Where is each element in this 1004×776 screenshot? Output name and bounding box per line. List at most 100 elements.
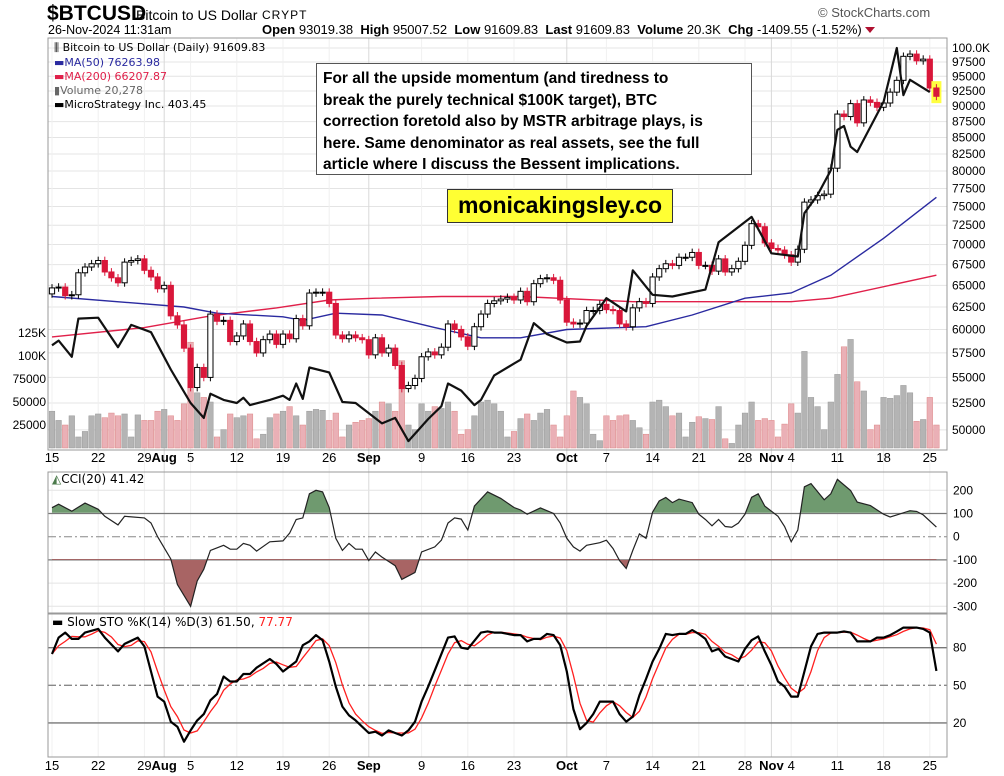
date-tick-label: 25 bbox=[923, 758, 937, 773]
volume-bar bbox=[55, 420, 62, 449]
low-value: 91609.83 bbox=[483, 22, 539, 37]
date-tick-label: 22 bbox=[91, 758, 105, 773]
cci-icon: ◭ bbox=[52, 472, 62, 486]
price-tick-label: 50000 bbox=[952, 423, 986, 437]
volume-bar bbox=[510, 431, 518, 449]
volume-bar bbox=[279, 410, 287, 449]
candle-body bbox=[345, 334, 353, 340]
price-tick-label: 57500 bbox=[952, 346, 986, 360]
volume-bar bbox=[101, 417, 108, 449]
volume-bar bbox=[339, 436, 346, 449]
candle-body bbox=[887, 91, 894, 104]
volume-label: Volume bbox=[637, 22, 684, 37]
volume-bar bbox=[623, 414, 630, 449]
sto-panel bbox=[48, 626, 947, 743]
candle-body bbox=[332, 302, 339, 336]
price-tick-label: 80000 bbox=[952, 164, 986, 178]
volume-bar bbox=[161, 409, 168, 449]
candle-body bbox=[253, 341, 260, 354]
volume-bar bbox=[451, 410, 458, 449]
candle-body bbox=[722, 258, 729, 273]
candle-body bbox=[873, 101, 881, 108]
candle-body bbox=[497, 298, 504, 302]
volume-bar bbox=[352, 421, 359, 449]
date-tick-label: 12 bbox=[230, 450, 244, 465]
price-tick-label: 92500 bbox=[952, 84, 986, 98]
date-tick-label: 5 bbox=[187, 758, 194, 773]
date-tick-label: 5 bbox=[187, 450, 194, 465]
candle-body bbox=[570, 321, 577, 325]
volume-bar bbox=[286, 406, 293, 449]
sto-tick-label: 20 bbox=[953, 716, 967, 730]
volume-bar bbox=[642, 433, 650, 449]
date-tick-label: 12 bbox=[230, 758, 244, 773]
candle-body bbox=[227, 319, 234, 343]
candle-body bbox=[121, 261, 128, 284]
annotation-line: article where I discuss the Bessent impl… bbox=[323, 156, 680, 173]
volume-bar bbox=[893, 395, 900, 449]
candle-icon: ⫼ bbox=[54, 41, 63, 54]
volume-bar bbox=[88, 415, 95, 449]
candle-body bbox=[75, 272, 82, 296]
volume-bar bbox=[682, 436, 689, 449]
symbol-name: Bitcoin to US Dollar bbox=[136, 7, 258, 23]
candle-body bbox=[649, 276, 656, 304]
candle-body bbox=[840, 113, 848, 118]
candle-body bbox=[114, 277, 122, 284]
volume-bar bbox=[266, 417, 273, 449]
volume-bar bbox=[121, 413, 128, 449]
annotation-line: break the purely technical $100K target)… bbox=[323, 91, 658, 109]
volume-bar bbox=[134, 414, 141, 449]
candle-body bbox=[154, 276, 161, 290]
candle-body bbox=[194, 366, 201, 389]
volume-bar bbox=[458, 433, 465, 449]
volume-bar bbox=[557, 436, 564, 449]
candle-body bbox=[860, 99, 867, 124]
price-tick-label: 55000 bbox=[952, 370, 986, 384]
date-tick-label: Sep bbox=[357, 450, 381, 465]
candle-body bbox=[735, 260, 742, 270]
volume-bar bbox=[728, 443, 735, 449]
cci-tick-label: -100 bbox=[953, 553, 977, 567]
candle-body bbox=[477, 313, 485, 328]
sto-k-line bbox=[50, 626, 938, 743]
candle-body bbox=[517, 290, 524, 301]
volume-bar bbox=[207, 401, 214, 449]
volume-bar bbox=[233, 417, 240, 449]
cci-line bbox=[51, 478, 937, 608]
volume-bar bbox=[609, 420, 617, 449]
legend-price-text: Bitcoin to US Dollar (Daily) 91609.83 bbox=[62, 41, 266, 54]
volume-bar bbox=[867, 429, 874, 449]
date-tick-label: 18 bbox=[876, 758, 890, 773]
candle-body bbox=[425, 351, 432, 358]
volume-bar bbox=[504, 436, 511, 449]
bars-icon: ▮ bbox=[54, 84, 61, 97]
candle-body bbox=[147, 269, 155, 278]
volume-bar bbox=[471, 415, 478, 449]
candle-body bbox=[504, 296, 511, 300]
ma50-line bbox=[51, 196, 937, 339]
volume-bar bbox=[200, 397, 207, 449]
candle-body bbox=[867, 99, 874, 103]
volume-bar bbox=[814, 406, 821, 449]
candle-body bbox=[240, 323, 247, 337]
candle-body bbox=[293, 318, 300, 340]
sto-tick-label: 80 bbox=[953, 641, 967, 655]
line-swatch-icon: ▬ bbox=[54, 70, 65, 83]
volume-bar bbox=[517, 418, 524, 449]
ma200-line bbox=[51, 274, 937, 338]
gridlines bbox=[48, 38, 947, 757]
candle-body bbox=[246, 323, 254, 343]
date-tick-label: 21 bbox=[692, 450, 706, 465]
volume-bar bbox=[128, 436, 135, 449]
date-tick-label: Nov bbox=[759, 450, 784, 465]
volume-bar bbox=[444, 401, 452, 449]
candle-body bbox=[576, 322, 584, 325]
volume-bar bbox=[873, 424, 881, 449]
volume-bar bbox=[583, 403, 590, 449]
volume-bar bbox=[768, 420, 775, 449]
candle-body bbox=[920, 58, 927, 62]
volume-bar bbox=[689, 421, 696, 449]
date-tick-label: 29 bbox=[137, 450, 151, 465]
volume-bar bbox=[260, 433, 267, 449]
